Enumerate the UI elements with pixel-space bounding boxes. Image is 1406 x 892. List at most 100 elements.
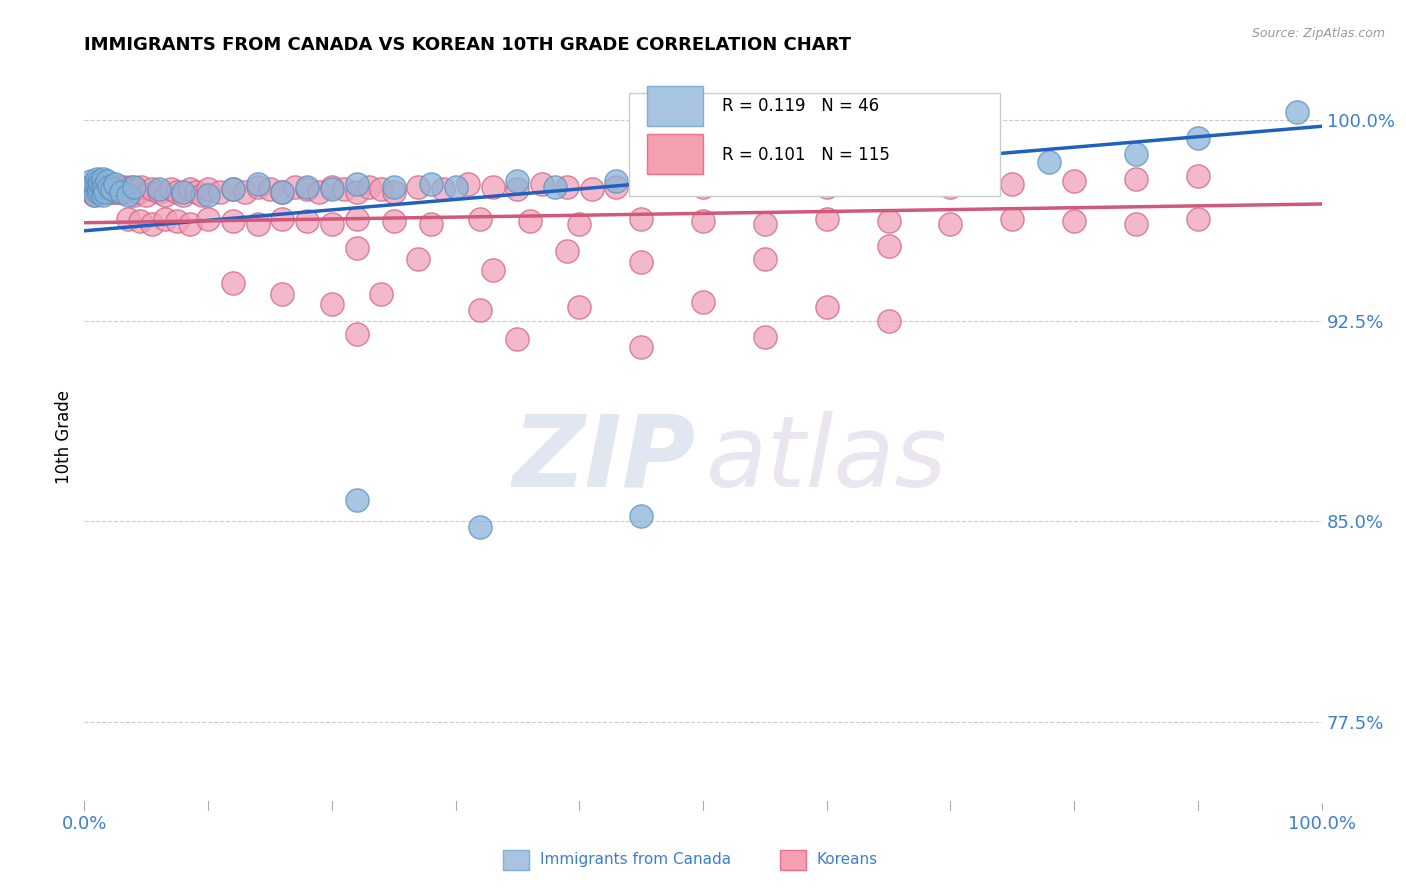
Point bbox=[110, 179, 132, 194]
Point bbox=[506, 182, 529, 196]
Point bbox=[98, 179, 121, 194]
Point bbox=[692, 214, 714, 228]
Point bbox=[98, 182, 121, 196]
Point bbox=[877, 169, 900, 183]
Point bbox=[346, 241, 368, 255]
Point bbox=[815, 169, 838, 183]
Point bbox=[877, 313, 900, 327]
Point bbox=[89, 182, 111, 196]
Point bbox=[531, 177, 554, 191]
Point bbox=[91, 182, 114, 196]
Point bbox=[568, 217, 591, 231]
Point bbox=[83, 187, 105, 202]
Point bbox=[259, 182, 281, 196]
Point bbox=[754, 171, 776, 186]
Point bbox=[470, 302, 492, 317]
Point bbox=[321, 182, 343, 196]
Point bbox=[1125, 217, 1147, 231]
Point bbox=[89, 185, 111, 199]
Point bbox=[692, 179, 714, 194]
Point bbox=[84, 182, 107, 196]
Point bbox=[939, 161, 962, 175]
Point bbox=[110, 185, 132, 199]
Point bbox=[605, 179, 627, 194]
Point bbox=[82, 179, 104, 194]
Point bbox=[419, 217, 441, 231]
Point bbox=[555, 179, 578, 194]
Point bbox=[108, 185, 131, 199]
Point bbox=[630, 211, 652, 226]
Point bbox=[246, 177, 269, 191]
Point bbox=[271, 286, 294, 301]
Point bbox=[222, 214, 245, 228]
Point bbox=[86, 177, 108, 191]
Point bbox=[104, 177, 127, 191]
Point bbox=[153, 211, 176, 226]
Point bbox=[172, 185, 194, 199]
Point bbox=[246, 217, 269, 231]
Point bbox=[1187, 211, 1209, 226]
Point bbox=[101, 179, 124, 194]
Point bbox=[321, 179, 343, 194]
Text: Koreans: Koreans bbox=[817, 853, 877, 867]
Point bbox=[370, 286, 392, 301]
Point bbox=[77, 179, 100, 194]
Point bbox=[222, 182, 245, 196]
Point bbox=[295, 182, 318, 196]
Point bbox=[308, 185, 330, 199]
Point bbox=[104, 185, 127, 199]
Point bbox=[233, 185, 256, 199]
Point bbox=[100, 182, 122, 196]
Point bbox=[141, 182, 163, 196]
Point bbox=[86, 179, 108, 194]
FancyBboxPatch shape bbox=[780, 850, 806, 870]
Point bbox=[1187, 169, 1209, 183]
Point bbox=[470, 211, 492, 226]
Point bbox=[382, 179, 405, 194]
Point bbox=[519, 214, 541, 228]
Point bbox=[939, 179, 962, 194]
Point bbox=[457, 177, 479, 191]
FancyBboxPatch shape bbox=[647, 134, 703, 174]
Point bbox=[84, 187, 107, 202]
Point bbox=[1125, 171, 1147, 186]
Point bbox=[94, 185, 117, 199]
Point bbox=[117, 211, 139, 226]
Point bbox=[543, 179, 565, 194]
Point bbox=[197, 187, 219, 202]
Point bbox=[79, 182, 101, 196]
Point bbox=[432, 182, 454, 196]
Point bbox=[815, 211, 838, 226]
Point bbox=[160, 182, 183, 196]
Point bbox=[357, 179, 380, 194]
Point bbox=[692, 294, 714, 309]
Point bbox=[90, 179, 112, 194]
FancyBboxPatch shape bbox=[503, 850, 529, 870]
Point bbox=[141, 217, 163, 231]
Point bbox=[630, 340, 652, 354]
Point bbox=[754, 252, 776, 266]
Point bbox=[346, 177, 368, 191]
Point bbox=[82, 182, 104, 196]
Point bbox=[179, 217, 201, 231]
Point bbox=[166, 185, 188, 199]
Point bbox=[191, 187, 214, 202]
Point bbox=[87, 179, 110, 194]
Point bbox=[93, 185, 115, 199]
Point bbox=[939, 217, 962, 231]
Point bbox=[91, 171, 114, 186]
Text: R = 0.119   N = 46: R = 0.119 N = 46 bbox=[721, 97, 879, 115]
Point bbox=[184, 185, 207, 199]
Point bbox=[630, 509, 652, 524]
Point bbox=[209, 185, 232, 199]
Point bbox=[271, 185, 294, 199]
Point bbox=[135, 187, 157, 202]
Point bbox=[877, 177, 900, 191]
Text: ZIP: ZIP bbox=[513, 410, 696, 508]
Point bbox=[94, 179, 117, 194]
Point bbox=[93, 179, 115, 194]
Point bbox=[197, 182, 219, 196]
Point bbox=[346, 211, 368, 226]
Point bbox=[1001, 211, 1024, 226]
Point bbox=[128, 185, 150, 199]
